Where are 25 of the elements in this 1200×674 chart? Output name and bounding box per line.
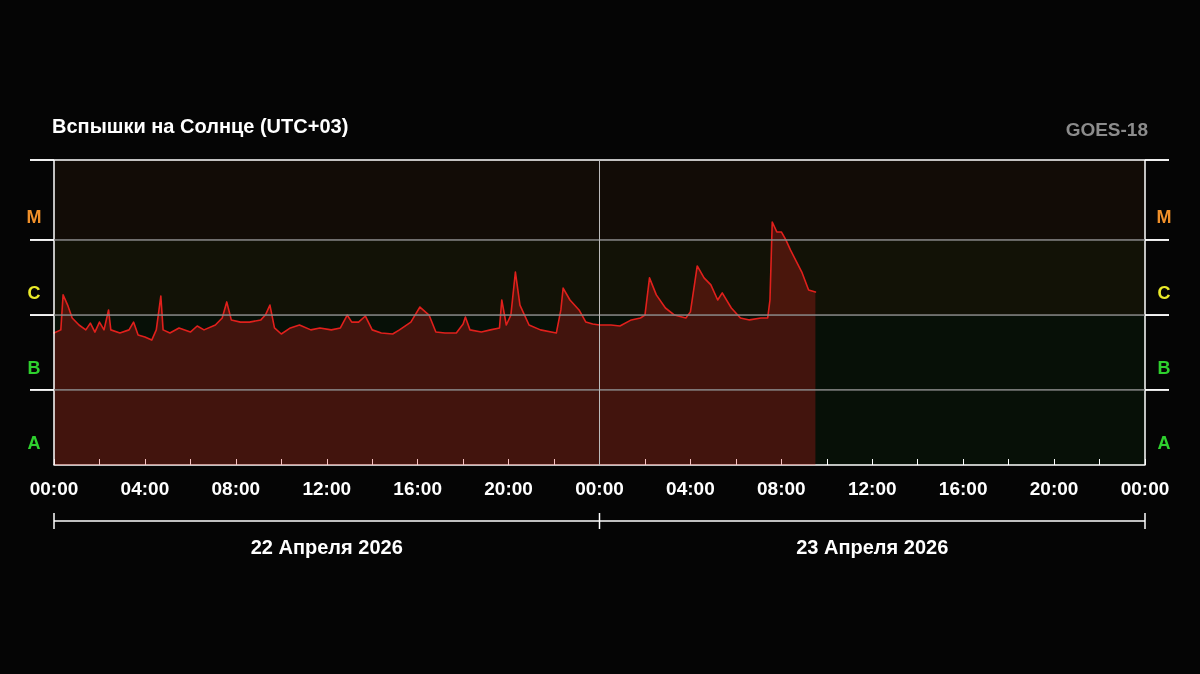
x-tick-label: 04:00 [666, 478, 715, 499]
x-tick-label: 08:00 [211, 478, 261, 499]
band-label: M [1156, 206, 1172, 227]
text: 22 Апреля 2026 [250, 536, 403, 558]
x-tick-label: 00:00 [575, 478, 624, 499]
x-tick-label: 08:00 [757, 478, 806, 499]
x-tick-label: 12:00 [302, 478, 352, 499]
text: GOES-18 [1065, 119, 1149, 140]
text: M [26, 206, 42, 227]
x-tick-label: 20:00 [1029, 478, 1079, 499]
text: B [27, 358, 41, 379]
x-tick-label: 16:00 [393, 478, 442, 499]
x-tick-label: 16:00 [938, 478, 988, 499]
chart-title: Вспышки на Солнце (UTC+03) [52, 115, 349, 137]
x-tick-label: 20:00 [484, 478, 533, 499]
x-tick-label: 04:00 [120, 478, 170, 499]
x-tick-label: 00:00 [1120, 478, 1170, 499]
text: C [27, 283, 41, 304]
band-label: A [1157, 433, 1171, 454]
text: A [27, 433, 41, 454]
band-label: C [1157, 283, 1171, 304]
text: 23 Апреля 2026 [796, 536, 949, 558]
band-label: B [1157, 358, 1171, 379]
x-tick-label: 00:00 [29, 478, 79, 499]
x-tick-label: 12:00 [847, 478, 897, 499]
